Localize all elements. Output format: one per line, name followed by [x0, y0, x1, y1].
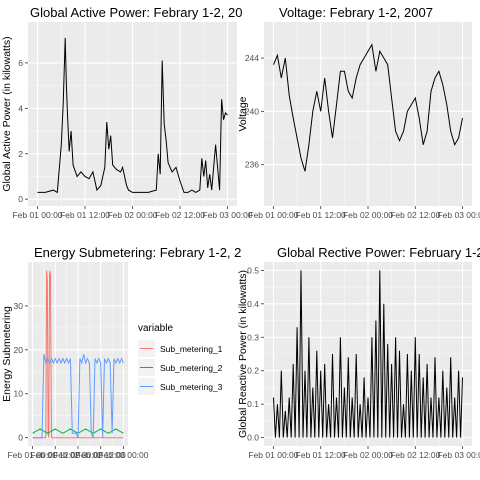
series-group: [273, 270, 463, 438]
x-tick-label: Feb 01 00:00: [12, 210, 62, 220]
x-tick-label: Feb 03 00:00: [202, 210, 252, 220]
y-tick-label: 0.1: [247, 399, 259, 409]
y-axis-label: Global Active Power (in kilowatts): [1, 36, 13, 191]
chart-title: Energy Submetering: Febrary 1-2, 2: [34, 245, 241, 260]
y-tick-label: 236: [245, 160, 259, 170]
x-tick-label: Feb 01 12:00: [30, 450, 80, 460]
y-tick-label: 2: [18, 149, 23, 159]
y-tick-label: 0.5: [247, 265, 259, 275]
x-tick-label: Feb 01 12:00: [296, 210, 346, 220]
x-tick-label: Feb 01 12:00: [60, 210, 110, 220]
legend-label: Sub_metering_2: [160, 363, 223, 373]
y-tick-label: 0: [18, 433, 23, 443]
x-tick-label: Feb 01 00:00: [248, 450, 298, 460]
legend-label: Sub_metering_1: [160, 344, 223, 354]
y-tick-label: 10: [14, 389, 24, 399]
y-tick-label: 30: [14, 301, 24, 311]
y-tick-label: 20: [14, 345, 24, 355]
y-tick-label: 0.0: [247, 433, 259, 443]
x-tick-label: Feb 03 00:00: [437, 450, 480, 460]
series-group: [32, 270, 124, 439]
series-line-1: [273, 270, 463, 438]
series-line-1: [37, 37, 228, 194]
x-tick-label: Feb 03 00:00: [437, 210, 480, 220]
legend: variable Sub_metering_1 Sub_metering_2 Sub_…: [138, 323, 223, 395]
x-tick-label: Feb 02 00:00: [53, 450, 103, 460]
x-tick-label: Feb 02 00:00: [107, 210, 157, 220]
x-tick-label: Feb 03 00:00: [98, 450, 148, 460]
x-tick-label: Feb 01 00:00: [248, 210, 298, 220]
series-group: [273, 43, 463, 172]
legend-label: Sub_metering_3: [160, 382, 223, 392]
x-tick-label: Feb 02 12:00: [390, 450, 440, 460]
y-tick-label: 0.2: [247, 366, 259, 376]
chart-title: Voltage: Febrary 1-2, 2007: [279, 5, 433, 20]
x-tick-label: Feb 02 12:00: [155, 210, 205, 220]
series-line-sub-metering-3: [32, 354, 124, 439]
x-tick-label: Feb 02 00:00: [343, 450, 393, 460]
series-line-1: [273, 43, 463, 172]
x-tick-label: Feb 02 12:00: [76, 450, 126, 460]
y-tick-label: 0.3: [247, 332, 259, 342]
x-tick-label: Feb 01 12:00: [296, 450, 346, 460]
x-tick-label: Feb 02 12:00: [390, 210, 440, 220]
y-axis-label: Voltage: [237, 96, 249, 131]
chart-title: Global Rective Power: February 1-2,: [277, 245, 480, 260]
series-group: [37, 37, 228, 194]
y-axis-label: Energy Submetering: [1, 306, 13, 402]
y-tick-label: 0.4: [247, 299, 259, 309]
y-tick-label: 244: [245, 53, 259, 63]
y-tick-label: 4: [18, 103, 23, 113]
legend-title: variable: [138, 323, 173, 334]
y-tick-label: 0: [18, 194, 23, 204]
y-axis-label: Global Reactive Power (in kilowatts): [237, 270, 249, 438]
x-tick-label: Feb 01 00:00: [7, 450, 57, 460]
chart-title: Global Active Power: Febrary 1-2, 20: [30, 5, 242, 20]
x-tick-label: Feb 02 00:00: [343, 210, 393, 220]
y-tick-label: 240: [245, 106, 259, 116]
series-line-sub-metering-1: [32, 270, 124, 439]
y-tick-label: 6: [18, 58, 23, 68]
